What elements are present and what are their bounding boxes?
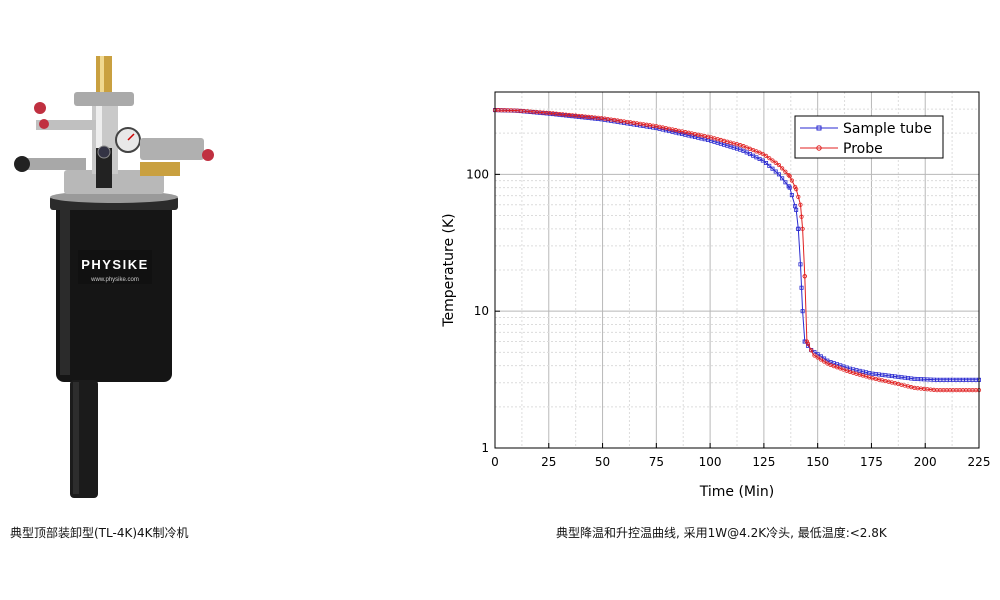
plot-frame: [494, 91, 980, 449]
point-sample-tube: [767, 163, 772, 168]
point-probe: [780, 166, 785, 171]
point-probe: [799, 214, 804, 219]
point-sample-tube: [800, 309, 805, 314]
legend-label-sample-tube: Sample tube: [843, 121, 932, 137]
point-probe: [767, 156, 772, 161]
point-sample-tube: [780, 176, 785, 181]
point-probe: [802, 274, 807, 279]
ticks: 0 25 50 75 100 125 150 175 200 225 1 10 100: [466, 167, 990, 469]
point-sample-tube: [773, 169, 778, 174]
point-probe: [776, 162, 782, 168]
x-tick-label: 175: [860, 455, 883, 469]
y-tick-label: 100: [466, 167, 489, 181]
legend: Sample tube Probe: [794, 115, 944, 159]
x-tick-label: 75: [649, 455, 664, 469]
series-layer: [492, 107, 982, 393]
product-caption: 典型顶部装卸型(TL-4K)4K制冷机: [10, 526, 189, 540]
point-probe: [773, 160, 778, 165]
point-probe: [794, 187, 799, 192]
point-probe: [786, 172, 791, 178]
point-probe: [770, 158, 775, 163]
point-probe: [818, 357, 823, 362]
point-probe: [804, 339, 810, 344]
point-probe: [796, 194, 801, 200]
point-probe: [783, 169, 788, 174]
point-sample-tube: [760, 158, 765, 163]
point-probe: [763, 153, 769, 159]
point-probe: [798, 202, 803, 207]
point-probe: [800, 226, 805, 231]
point-sample-tube: [799, 285, 804, 290]
point-probe: [792, 184, 798, 190]
chart-caption: 典型降温和升控温曲线, 采用1W@4.2K冷头, 最低温度:<2.8K: [556, 526, 887, 540]
point-sample-tube: [776, 172, 781, 177]
point-probe: [809, 348, 814, 353]
brand-url: www.physike.com: [90, 277, 139, 283]
point-probe: [760, 151, 765, 157]
x-tick-label: 200: [914, 455, 937, 469]
y-tick-label: 1: [481, 441, 489, 455]
point-probe: [822, 359, 827, 364]
x-tick-label: 0: [491, 455, 499, 469]
point-sample-tube: [770, 166, 775, 171]
legend-marker-sample-tube: [816, 125, 822, 131]
point-sample-tube: [783, 180, 788, 185]
legend-marker-probe: [816, 145, 822, 151]
y-tick-label: 10: [474, 304, 489, 318]
point-sample-tube: [787, 185, 792, 190]
point-sample-tube: [793, 204, 798, 209]
point-probe: [815, 355, 820, 360]
point-sample-tube: [796, 226, 801, 231]
point-sample-tube: [798, 262, 803, 267]
point-probe: [787, 174, 792, 179]
x-tick-label: 50: [595, 455, 610, 469]
point-sample-tube: [764, 161, 769, 166]
x-tick-label: 125: [752, 455, 775, 469]
x-tick-label: 25: [541, 455, 556, 469]
point-probe: [805, 341, 811, 346]
x-tick-label: 225: [968, 455, 991, 469]
point-sample-tube: [794, 207, 799, 212]
point-probe: [812, 353, 817, 358]
point-sample-tube: [802, 339, 807, 344]
x-tick-label: 150: [806, 455, 829, 469]
cryocooler-photo: PHYSIKE www.physike.com: [14, 56, 214, 498]
point-sample-tube: [789, 193, 794, 198]
x-axis-label: Time (Min): [699, 484, 774, 500]
point-probe: [789, 178, 794, 183]
y-axis-label: Temperature (K): [441, 213, 457, 327]
legend-label-probe: Probe: [843, 141, 883, 157]
x-tick-label: 100: [699, 455, 722, 469]
brand-label: PHYSIKE: [81, 257, 149, 272]
